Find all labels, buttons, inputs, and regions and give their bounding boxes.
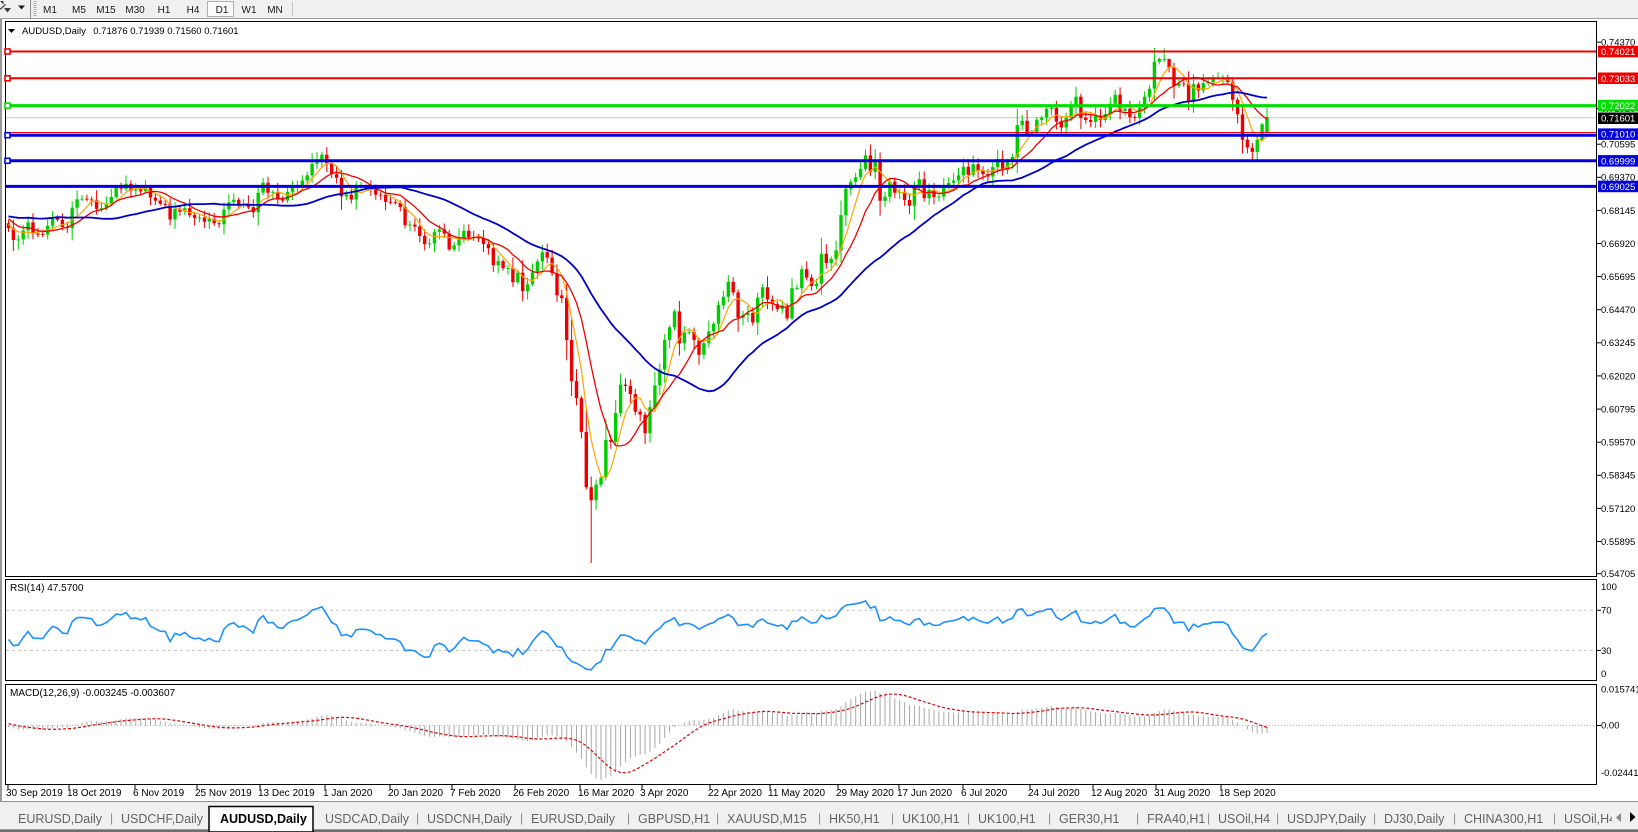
svg-text:M15: M15 — [96, 5, 116, 16]
svg-text:0.69370: 0.69370 — [1601, 173, 1635, 184]
svg-text:MN: MN — [267, 5, 283, 16]
svg-text:AUDUSD,Daily: AUDUSD,Daily — [220, 812, 307, 826]
svg-text:USDJPY,Daily: USDJPY,Daily — [1287, 812, 1367, 826]
svg-text:1 Jan 2020: 1 Jan 2020 — [323, 788, 373, 799]
svg-text:|: | — [520, 811, 523, 825]
svg-text:|: | — [818, 811, 821, 825]
svg-text:0.64470: 0.64470 — [1601, 305, 1635, 316]
svg-text:USOil,H4: USOil,H4 — [1564, 812, 1616, 826]
svg-text:0.60795: 0.60795 — [1601, 405, 1635, 416]
svg-text:0: 0 — [1601, 669, 1606, 680]
svg-text:0.62020: 0.62020 — [1601, 371, 1635, 382]
svg-text:0.59570: 0.59570 — [1601, 438, 1635, 449]
svg-text:0.71010: 0.71010 — [1601, 130, 1635, 141]
svg-text:|: | — [1373, 811, 1376, 825]
svg-text:AUDUSD,Daily 0.71876 0.71939: AUDUSD,Daily 0.71876 0.71939 0.71560 0.7… — [22, 26, 239, 37]
svg-text:20 Jan 2020: 20 Jan 2020 — [388, 788, 443, 799]
svg-text:H4: H4 — [187, 5, 200, 16]
svg-text:30: 30 — [1601, 646, 1612, 657]
svg-text:0.58345: 0.58345 — [1601, 471, 1635, 482]
svg-text:0.73033: 0.73033 — [1601, 74, 1635, 85]
svg-text:0.66920: 0.66920 — [1601, 239, 1635, 250]
svg-text:11 May 2020: 11 May 2020 — [768, 788, 826, 799]
svg-text:EURUSD,Daily: EURUSD,Daily — [531, 812, 616, 826]
svg-text:FRA40,H1: FRA40,H1 — [1147, 812, 1205, 826]
svg-text:0.55895: 0.55895 — [1601, 537, 1635, 548]
svg-text:13 Dec 2019: 13 Dec 2019 — [258, 788, 315, 799]
svg-text:|: | — [1453, 811, 1456, 825]
svg-text:0.72022: 0.72022 — [1601, 101, 1635, 112]
svg-text:0.54705: 0.54705 — [1601, 569, 1635, 580]
svg-text:|: | — [716, 811, 719, 825]
svg-text:0.57120: 0.57120 — [1601, 504, 1635, 515]
svg-text:6 Nov 2019: 6 Nov 2019 — [133, 788, 185, 799]
svg-text:GER30,H1: GER30,H1 — [1059, 812, 1119, 826]
svg-text:|: | — [1048, 811, 1051, 825]
svg-text:GBPUSD,H1: GBPUSD,H1 — [638, 812, 710, 826]
svg-text:USDCAD,Daily: USDCAD,Daily — [325, 812, 410, 826]
svg-text:0.69999: 0.69999 — [1601, 156, 1635, 167]
svg-text:0.69025: 0.69025 — [1601, 182, 1635, 193]
svg-text:|: | — [1207, 811, 1210, 825]
svg-text:0.65695: 0.65695 — [1601, 272, 1635, 283]
svg-text:W1: W1 — [242, 5, 257, 16]
svg-text:7 Feb 2020: 7 Feb 2020 — [450, 788, 501, 799]
svg-text:M30: M30 — [125, 5, 145, 16]
svg-text:30 Sep 2019: 30 Sep 2019 — [6, 788, 63, 799]
svg-text:H1: H1 — [158, 5, 171, 16]
svg-text:18 Oct 2019: 18 Oct 2019 — [67, 788, 122, 799]
svg-text:|: | — [1136, 811, 1139, 825]
svg-text:17 Jun 2020: 17 Jun 2020 — [897, 788, 952, 799]
svg-text:CHINA300,H1: CHINA300,H1 — [1464, 812, 1543, 826]
svg-text:16 Mar 2020: 16 Mar 2020 — [578, 788, 635, 799]
svg-text:|: | — [967, 811, 970, 825]
svg-text:USDCNH,Daily: USDCNH,Daily — [427, 812, 512, 826]
svg-text:25 Nov 2019: 25 Nov 2019 — [195, 788, 252, 799]
svg-text:XAUUSD,M15: XAUUSD,M15 — [727, 812, 807, 826]
svg-text:HK50,H1: HK50,H1 — [829, 812, 880, 826]
svg-text:0.74370: 0.74370 — [1601, 38, 1635, 49]
svg-text:3 Apr 2020: 3 Apr 2020 — [640, 788, 689, 799]
svg-text:100: 100 — [1601, 582, 1617, 593]
svg-text:M1: M1 — [43, 5, 57, 16]
svg-text:0.68145: 0.68145 — [1601, 206, 1635, 217]
svg-text:|: | — [110, 811, 113, 825]
svg-text:USOil,H4: USOil,H4 — [1218, 812, 1270, 826]
svg-text:0.63245: 0.63245 — [1601, 338, 1635, 349]
svg-text:|: | — [1553, 811, 1556, 825]
svg-text:29 May 2020: 29 May 2020 — [836, 788, 894, 799]
svg-text:24 Jul 2020: 24 Jul 2020 — [1028, 788, 1080, 799]
svg-text:UK100,H1: UK100,H1 — [902, 812, 960, 826]
svg-text:0.70595: 0.70595 — [1601, 140, 1635, 151]
svg-text:MACD(12,26,9) -0.003245 -0.003: MACD(12,26,9) -0.003245 -0.003607 — [10, 688, 176, 699]
svg-text:-0.024412: -0.024412 — [1601, 768, 1638, 779]
svg-text:0.00: 0.00 — [1601, 721, 1620, 732]
svg-text:12 Aug 2020: 12 Aug 2020 — [1091, 788, 1148, 799]
svg-text:22 Apr 2020: 22 Apr 2020 — [708, 788, 762, 799]
svg-text:18 Sep 2020: 18 Sep 2020 — [1219, 788, 1276, 799]
svg-text:31 Aug 2020: 31 Aug 2020 — [1154, 788, 1211, 799]
svg-text:0.71601: 0.71601 — [1601, 114, 1635, 125]
svg-text:D1: D1 — [216, 5, 229, 16]
svg-text:USDCHF,Daily: USDCHF,Daily — [121, 812, 204, 826]
svg-text:70: 70 — [1601, 606, 1612, 617]
svg-text:RSI(14) 47.5700: RSI(14) 47.5700 — [10, 583, 84, 594]
svg-text:|: | — [416, 811, 419, 825]
svg-text:M5: M5 — [72, 5, 86, 16]
svg-text:0.74021: 0.74021 — [1601, 47, 1635, 58]
svg-text:0.015741: 0.015741 — [1601, 685, 1638, 696]
svg-text:DJ30,Daily: DJ30,Daily — [1384, 812, 1445, 826]
svg-text:EURUSD,Daily: EURUSD,Daily — [18, 812, 103, 826]
svg-text:6 Jul 2020: 6 Jul 2020 — [961, 788, 1008, 799]
svg-text:UK100,H1: UK100,H1 — [978, 812, 1036, 826]
svg-text:|: | — [1276, 811, 1279, 825]
svg-text:|: | — [891, 811, 894, 825]
svg-text:|: | — [627, 811, 630, 825]
svg-text:26 Feb 2020: 26 Feb 2020 — [513, 788, 570, 799]
